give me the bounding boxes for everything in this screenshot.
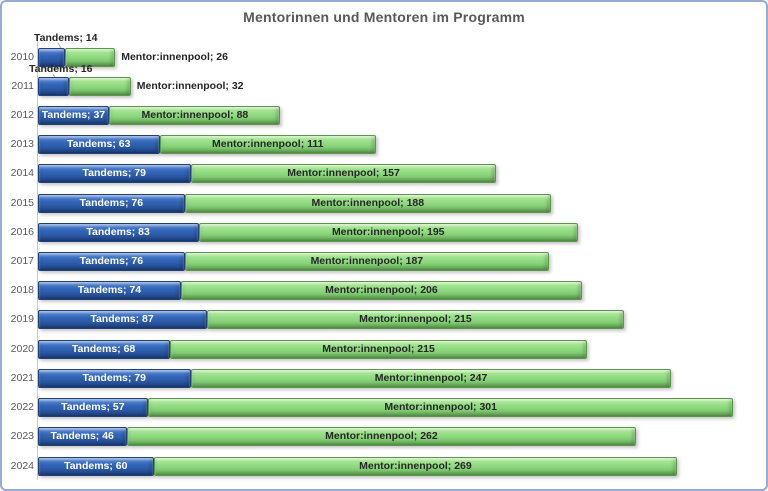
bar-segment-tandems: Tandems; 68	[37, 339, 170, 359]
data-label-outside: Mentor:innenpool; 26	[121, 51, 228, 63]
bar-segment-mentorpool: Mentor:innenpool; 301	[148, 398, 734, 418]
bar-segment-tandems: Tandems; 79	[37, 164, 192, 184]
bar-segment-tandems	[37, 47, 65, 67]
data-label: Tandems; 79	[82, 371, 146, 384]
category-label: 2012	[10, 108, 34, 121]
category-label: 2021	[10, 371, 34, 384]
data-label: Tandems; 87	[90, 313, 154, 326]
data-label: Tandems; 74	[77, 284, 142, 297]
bar-segment-mentorpool: Mentor:innenpool; 88	[109, 105, 281, 125]
data-label: Mentor:innenpool; 269	[359, 459, 472, 472]
bar-segment-mentorpool: Mentor:innenpool; 262	[126, 427, 636, 447]
category-label: 2020	[10, 342, 34, 355]
bar-segment-mentorpool: Mentor:innenpool; 215	[206, 310, 625, 330]
bar-segment-mentorpool: Mentor:innenpool; 188	[185, 193, 551, 213]
bar-segment-mentorpool: Mentor:innenpool; 247	[191, 368, 671, 388]
data-label: Mentor:innenpool; 187	[310, 255, 424, 268]
data-label: Tandems; 57	[61, 401, 125, 414]
data-label: Tandems; 63	[67, 138, 131, 151]
bar-segment-tandems: Tandems; 63	[37, 135, 160, 155]
category-label: 2019	[10, 313, 34, 326]
category-label: 2010	[10, 50, 34, 63]
category-label: 2014	[10, 167, 34, 180]
data-label-callout: Tandems; 16	[29, 62, 93, 75]
category-label: 2022	[10, 401, 34, 414]
data-label: Mentor:innenpool; 215	[359, 313, 472, 326]
bar-segment-tandems: Tandems; 83	[37, 222, 199, 242]
data-label: Mentor:innenpool; 247	[374, 371, 488, 384]
bar-segment-tandems: Tandems; 37	[37, 105, 110, 125]
data-label: Tandems; 60	[64, 459, 128, 472]
data-label: Mentor:innenpool; 262	[325, 430, 438, 443]
bar-segment-mentorpool: Mentor:innenpool; 215	[169, 339, 588, 359]
data-label: Mentor:innenpool; 157	[287, 167, 400, 180]
data-label: Mentor:innenpool; 206	[325, 284, 438, 297]
data-label: Mentor:innenpool; 195	[331, 225, 445, 238]
data-label: Mentor:innenpool; 215	[322, 342, 435, 355]
data-label: Mentor:innenpool; 88	[141, 108, 249, 121]
bar-segment-tandems	[37, 76, 69, 96]
category-label: 2024	[10, 459, 34, 472]
data-label: Tandems; 46	[50, 430, 114, 443]
bar-segment-tandems: Tandems; 60	[37, 456, 155, 476]
category-label: 2013	[10, 138, 34, 151]
bar-segment-mentorpool: Mentor:innenpool; 111	[159, 135, 376, 155]
bar-segment-mentorpool: Mentor:innenpool; 187	[185, 252, 549, 272]
data-label: Tandems; 83	[86, 225, 150, 238]
category-label: 2018	[10, 284, 34, 297]
chart-title: Mentorinnen und Mentoren im Programm	[243, 9, 525, 25]
bar-segment-mentorpool	[64, 47, 116, 67]
data-label: Tandems; 37	[41, 108, 106, 121]
data-label-callout: Tandems; 14	[34, 31, 98, 44]
bar-segment-mentorpool: Mentor:innenpool; 269	[154, 456, 677, 476]
category-label: 2015	[10, 196, 34, 209]
data-label: Tandems; 68	[71, 342, 136, 355]
bar-segment-mentorpool: Mentor:innenpool; 206	[181, 281, 582, 301]
bar-segment-tandems: Tandems; 46	[37, 427, 127, 447]
category-label: 2023	[10, 430, 34, 443]
category-label: 2016	[10, 225, 34, 238]
data-label: Tandems; 76	[79, 196, 144, 209]
data-label: Mentor:innenpool; 111	[212, 138, 324, 151]
bar-segment-mentorpool: Mentor:innenpool; 157	[191, 164, 497, 184]
bar-segment-tandems: Tandems; 57	[37, 398, 149, 418]
bar-segment-tandems: Tandems; 76	[37, 252, 186, 272]
bar-segment-mentorpool	[68, 76, 131, 96]
data-label: Tandems; 79	[82, 167, 146, 180]
bar-segment-tandems: Tandems; 79	[37, 368, 192, 388]
category-label: 2017	[10, 255, 34, 268]
data-label: Tandems; 76	[79, 255, 144, 268]
bar-segment-tandems: Tandems; 76	[37, 193, 186, 213]
bar-segment-tandems: Tandems; 87	[37, 310, 207, 330]
data-label-outside: Mentor:innenpool; 32	[136, 80, 244, 93]
category-label: 2011	[11, 79, 34, 92]
bar-segment-tandems: Tandems; 74	[37, 281, 182, 301]
data-label: Mentor:innenpool; 188	[311, 196, 425, 209]
bar-segment-mentorpool: Mentor:innenpool; 195	[198, 222, 578, 242]
data-label: Mentor:innenpool; 301	[384, 401, 497, 414]
